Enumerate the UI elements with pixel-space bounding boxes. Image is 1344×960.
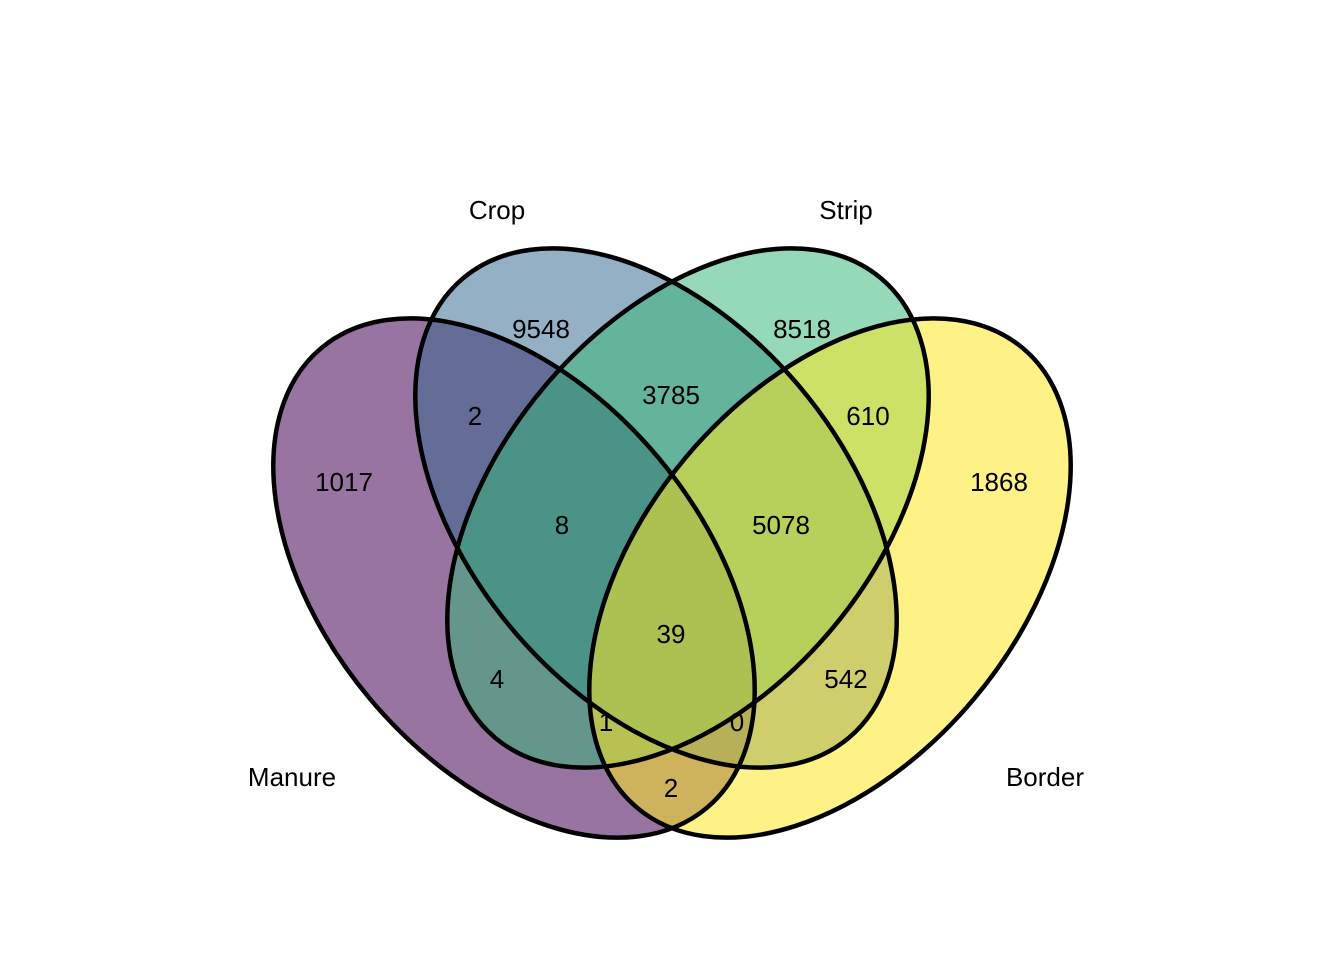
count-manure-border: 2 xyxy=(664,773,678,803)
region-counts: 1017 9548 8518 1868 2 3785 610 8 5078 4 … xyxy=(315,314,1028,803)
count-border-only: 1868 xyxy=(970,467,1028,497)
border-set-ellipse xyxy=(589,318,1071,838)
border-set-label: Border xyxy=(1006,762,1084,792)
count-all-four: 39 xyxy=(657,619,686,649)
count-manure-strip-border: 1 xyxy=(599,707,613,737)
strip-set-outline xyxy=(445,246,931,770)
strip-set-label: Strip xyxy=(819,195,872,225)
count-manure-crop-strip: 8 xyxy=(555,510,569,540)
count-crop-border: 542 xyxy=(824,664,867,694)
manure-set-label: Manure xyxy=(248,762,336,792)
crop-set-label: Crop xyxy=(469,195,525,225)
count-crop-only: 9548 xyxy=(512,314,570,344)
border-set-outline xyxy=(587,316,1073,840)
count-crop-strip: 3785 xyxy=(642,380,700,410)
set-fills xyxy=(273,248,1071,838)
count-strip-border: 610 xyxy=(846,401,889,431)
count-manure-crop-border: 0 xyxy=(730,707,744,737)
count-strip-only: 8518 xyxy=(773,314,831,344)
set-labels: Manure Crop Strip Border xyxy=(248,195,1084,792)
count-manure-strip: 4 xyxy=(490,664,504,694)
count-crop-strip-border: 5078 xyxy=(752,510,810,540)
count-manure-only: 1017 xyxy=(315,467,373,497)
count-manure-crop: 2 xyxy=(468,401,482,431)
